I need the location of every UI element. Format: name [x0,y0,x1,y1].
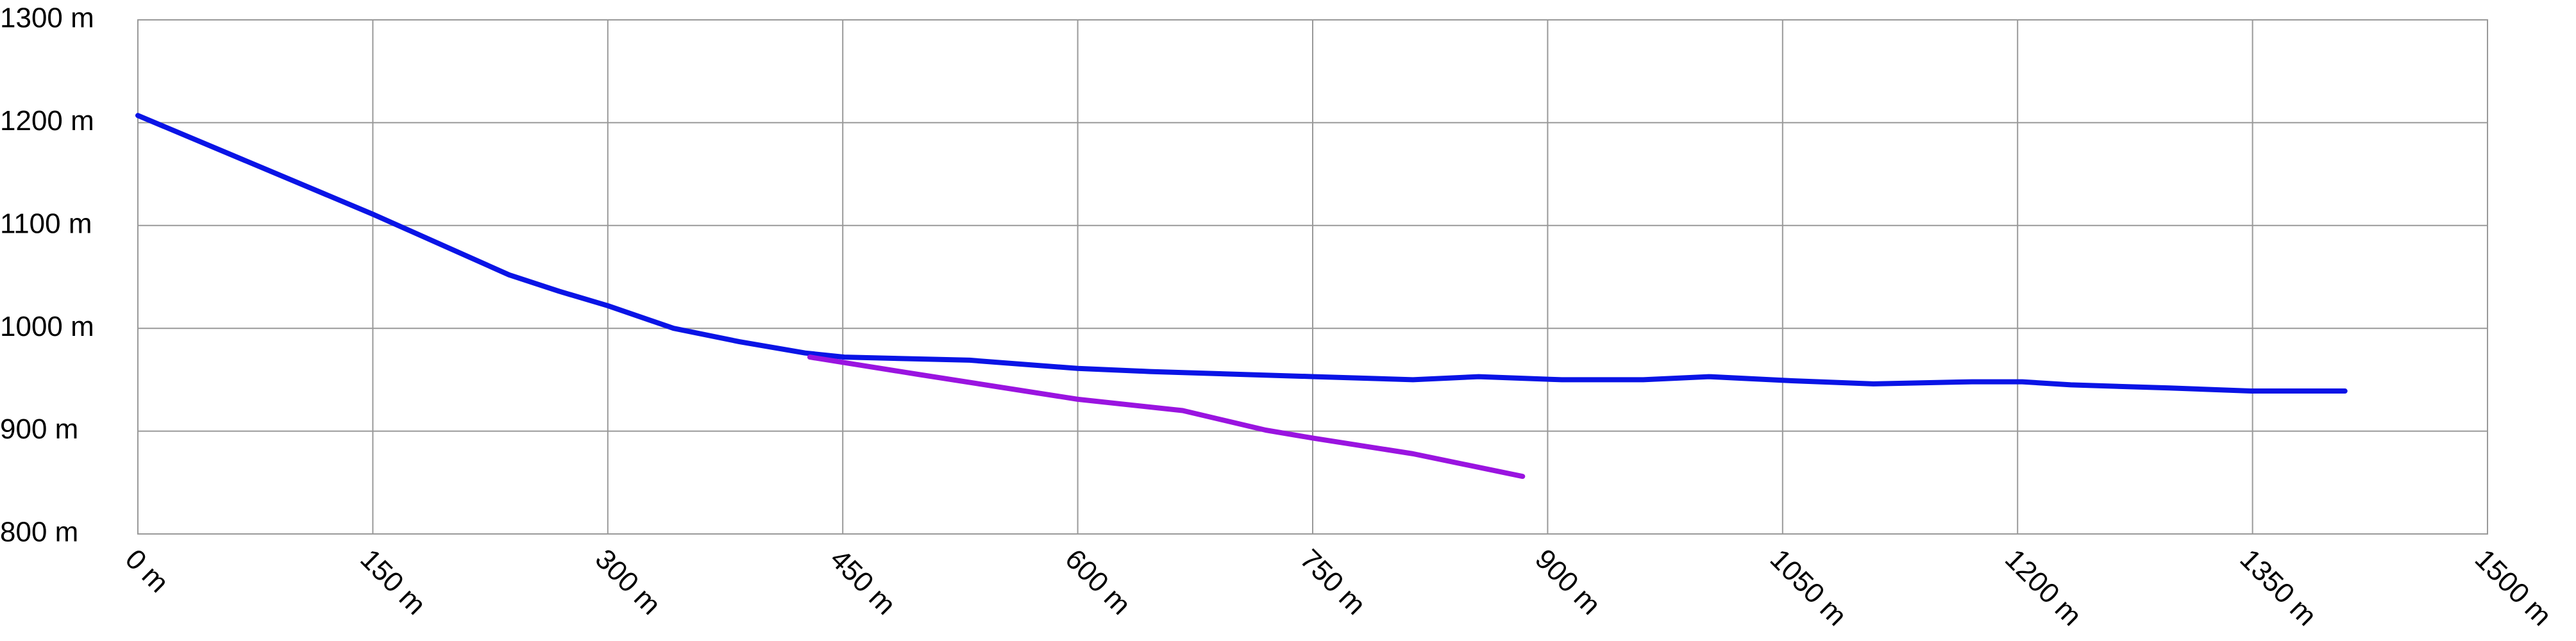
x-tick-label: 1050 m [1764,543,1853,631]
x-tick-label: 300 m [589,543,667,620]
elevation-line [807,354,1526,479]
x-tick-label: 0 m [119,543,175,599]
x-tick-label: 900 m [1529,543,1606,620]
y-tick-label: 1100 m [0,208,92,239]
y-tick-label: 1300 m [0,3,94,34]
x-tick-label: 150 m [354,543,432,620]
y-tick-label: 1000 m [0,311,94,342]
elevation-line [135,113,2348,394]
x-tick-label: 750 m [1294,543,1372,620]
x-tick-label: 1350 m [2234,543,2322,631]
y-tick-label: 1200 m [0,105,94,137]
x-tick-label: 450 m [824,543,902,620]
y-tick-label: 900 m [0,413,78,445]
x-tick-label: 600 m [1059,543,1136,620]
y-tick-label: 800 m [0,517,78,548]
x-tick-label: 1500 m [2469,543,2557,631]
x-tick-label: 1200 m [1999,543,2087,631]
